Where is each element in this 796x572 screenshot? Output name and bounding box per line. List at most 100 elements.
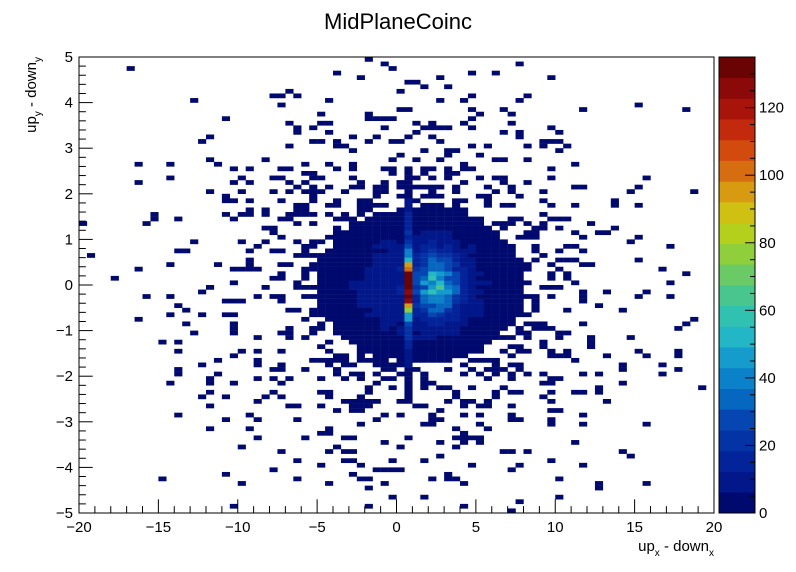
heatmap-cell (317, 289, 326, 295)
heatmap-cell (221, 298, 231, 304)
heatmap-cell (452, 444, 461, 450)
heatmap-cell (515, 266, 524, 272)
heatmap-cell (428, 257, 437, 263)
heatmap-cell (475, 326, 485, 331)
heatmap-cell (452, 184, 461, 190)
heatmap-cell (452, 394, 461, 400)
heatmap-cell (460, 412, 469, 418)
heatmap-cell (515, 98, 524, 103)
heatmap-cell (356, 312, 365, 318)
heatmap-cell (452, 243, 461, 249)
heatmap-cell (420, 312, 429, 318)
heatmap-cell (587, 221, 596, 226)
heatmap-cell (444, 312, 453, 318)
heatmap-cell (404, 321, 413, 327)
heatmap-cell (452, 389, 461, 395)
heatmap-cell (388, 253, 397, 258)
heatmap-cell (452, 207, 461, 213)
heatmap-cell (460, 371, 469, 377)
heatmap-cell (309, 326, 318, 331)
heatmap-cell (499, 294, 508, 299)
heatmap-cell (579, 234, 588, 240)
heatmap-cell (348, 243, 358, 249)
heatmap-cell (404, 184, 413, 190)
heatmap-cell (475, 321, 485, 327)
heatmap-cell (340, 357, 350, 363)
heatmap-cell (507, 307, 516, 313)
heatmap-cell (452, 275, 461, 281)
heatmap-cell (348, 298, 358, 304)
heatmap-cell (475, 257, 485, 263)
heatmap-cell (452, 339, 461, 345)
heatmap-cell (507, 467, 516, 473)
heatmap-cell (229, 298, 238, 304)
heatmap-cell (388, 230, 397, 236)
heatmap-cell (515, 367, 524, 372)
heatmap-cell (356, 184, 365, 190)
heatmap-cell (396, 371, 405, 377)
heatmap-cell (404, 326, 413, 331)
heatmap-cell (293, 239, 302, 245)
heatmap-cell (547, 421, 556, 427)
heatmap-cell (309, 262, 318, 267)
heatmap-cell (452, 348, 461, 354)
heatmap-cell (356, 271, 365, 277)
heatmap-cell (483, 357, 492, 363)
heatmap-cell (420, 253, 429, 258)
heatmap-cell (396, 335, 405, 340)
heatmap-cell (412, 344, 421, 350)
heatmap-cell (428, 275, 437, 281)
heatmap-cell (340, 376, 350, 381)
heatmap-cell (467, 216, 477, 222)
heatmap-cell (460, 294, 469, 299)
heatmap-cell (452, 198, 461, 204)
heatmap-cell (436, 385, 445, 391)
heatmap-cell (86, 253, 96, 258)
heatmap-cell (547, 353, 556, 359)
heatmap-cell (483, 234, 492, 240)
heatmap-cell (277, 216, 286, 222)
heatmap-cell (420, 221, 429, 226)
heatmap-cell (333, 303, 342, 308)
heatmap-cell (174, 412, 183, 418)
heatmap-cell (491, 262, 500, 267)
heatmap-cell (483, 230, 492, 236)
heatmap-cell (301, 189, 310, 194)
heatmap-cell (507, 294, 516, 299)
heatmap-cell (460, 225, 469, 231)
heatmap-cell (364, 344, 373, 350)
heatmap-cell (396, 253, 405, 258)
heatmap-cell (420, 298, 429, 304)
heatmap-cell (325, 262, 334, 267)
heatmap-cell (452, 280, 461, 286)
heatmap-cell (325, 430, 334, 436)
heatmap-cell (428, 212, 437, 217)
heatmap-cell (340, 239, 350, 245)
heatmap-cell (507, 275, 516, 281)
heatmap-cell (483, 275, 492, 281)
heatmap-cell (499, 280, 508, 286)
heatmap-cell (515, 499, 524, 505)
heatmap-cell (467, 385, 477, 391)
heatmap-cell (333, 312, 342, 318)
heatmap-cell (467, 303, 477, 308)
heatmap-cell (420, 248, 429, 254)
heatmap-cell (396, 275, 405, 281)
heatmap-cell (531, 230, 540, 236)
heatmap-cell (428, 303, 437, 308)
heatmap-cell (277, 294, 286, 299)
heatmap-cell (348, 175, 358, 181)
heatmap-cell (428, 221, 437, 226)
heatmap-cell (507, 417, 516, 422)
heatmap-cell (436, 207, 445, 213)
heatmap-cell (309, 285, 318, 290)
heatmap-cell (428, 417, 437, 422)
heatmap-cell (325, 449, 334, 454)
heatmap-cell (491, 285, 500, 290)
heatmap-cell (444, 280, 453, 286)
heatmap-cell (444, 257, 453, 263)
heatmap-cell (436, 234, 445, 240)
heatmap-cell (610, 225, 619, 231)
heatmap-cell (428, 189, 437, 194)
